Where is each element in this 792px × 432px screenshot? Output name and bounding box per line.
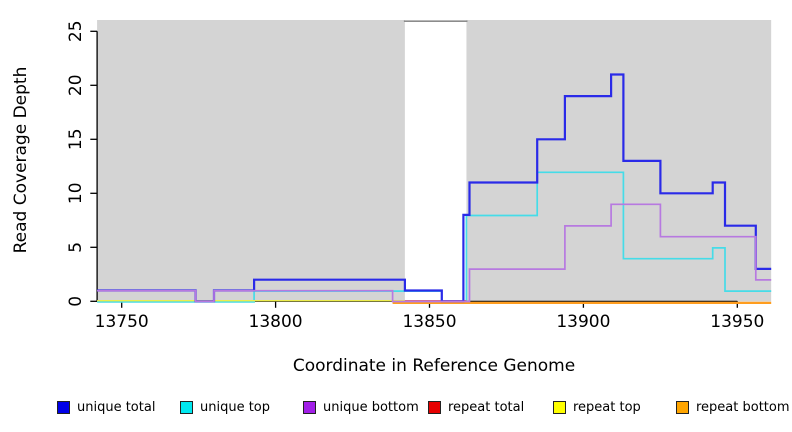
svg-text:15: 15 [66,128,86,150]
legend: unique total unique top unique bottom re… [0,400,792,420]
svg-text:0: 0 [66,296,86,307]
legend-swatch [57,401,70,414]
svg-text:20: 20 [66,74,86,96]
svg-text:13900: 13900 [556,312,610,332]
legend-item: unique total [57,400,155,415]
legend-item: repeat top [553,400,641,415]
svg-text:13950: 13950 [710,312,764,332]
legend-label: unique top [200,400,271,415]
svg-text:13800: 13800 [249,312,303,332]
legend-swatch [428,401,441,414]
legend-label: unique total [77,400,156,415]
svg-text:25: 25 [66,20,86,42]
legend-swatch [553,401,566,414]
legend-label: repeat total [448,400,525,415]
legend-item: unique top [180,400,270,415]
svg-text:10: 10 [66,182,86,204]
legend-label: repeat bottom [696,400,790,415]
legend-item: repeat bottom [676,400,790,415]
legend-item: repeat total [428,400,524,415]
legend-swatch [180,401,193,414]
legend-swatch [676,401,689,414]
y-axis-title: Read Coverage Depth [11,66,31,254]
svg-text:13850: 13850 [402,312,456,332]
svg-text:13750: 13750 [95,312,149,332]
legend-label: repeat top [573,400,641,415]
legend-item: unique bottom [303,400,419,415]
legend-label: unique bottom [323,400,419,415]
x-axis-title: Coordinate in Reference Genome [292,356,576,376]
legend-swatch [303,401,316,414]
svg-text:5: 5 [66,242,86,253]
